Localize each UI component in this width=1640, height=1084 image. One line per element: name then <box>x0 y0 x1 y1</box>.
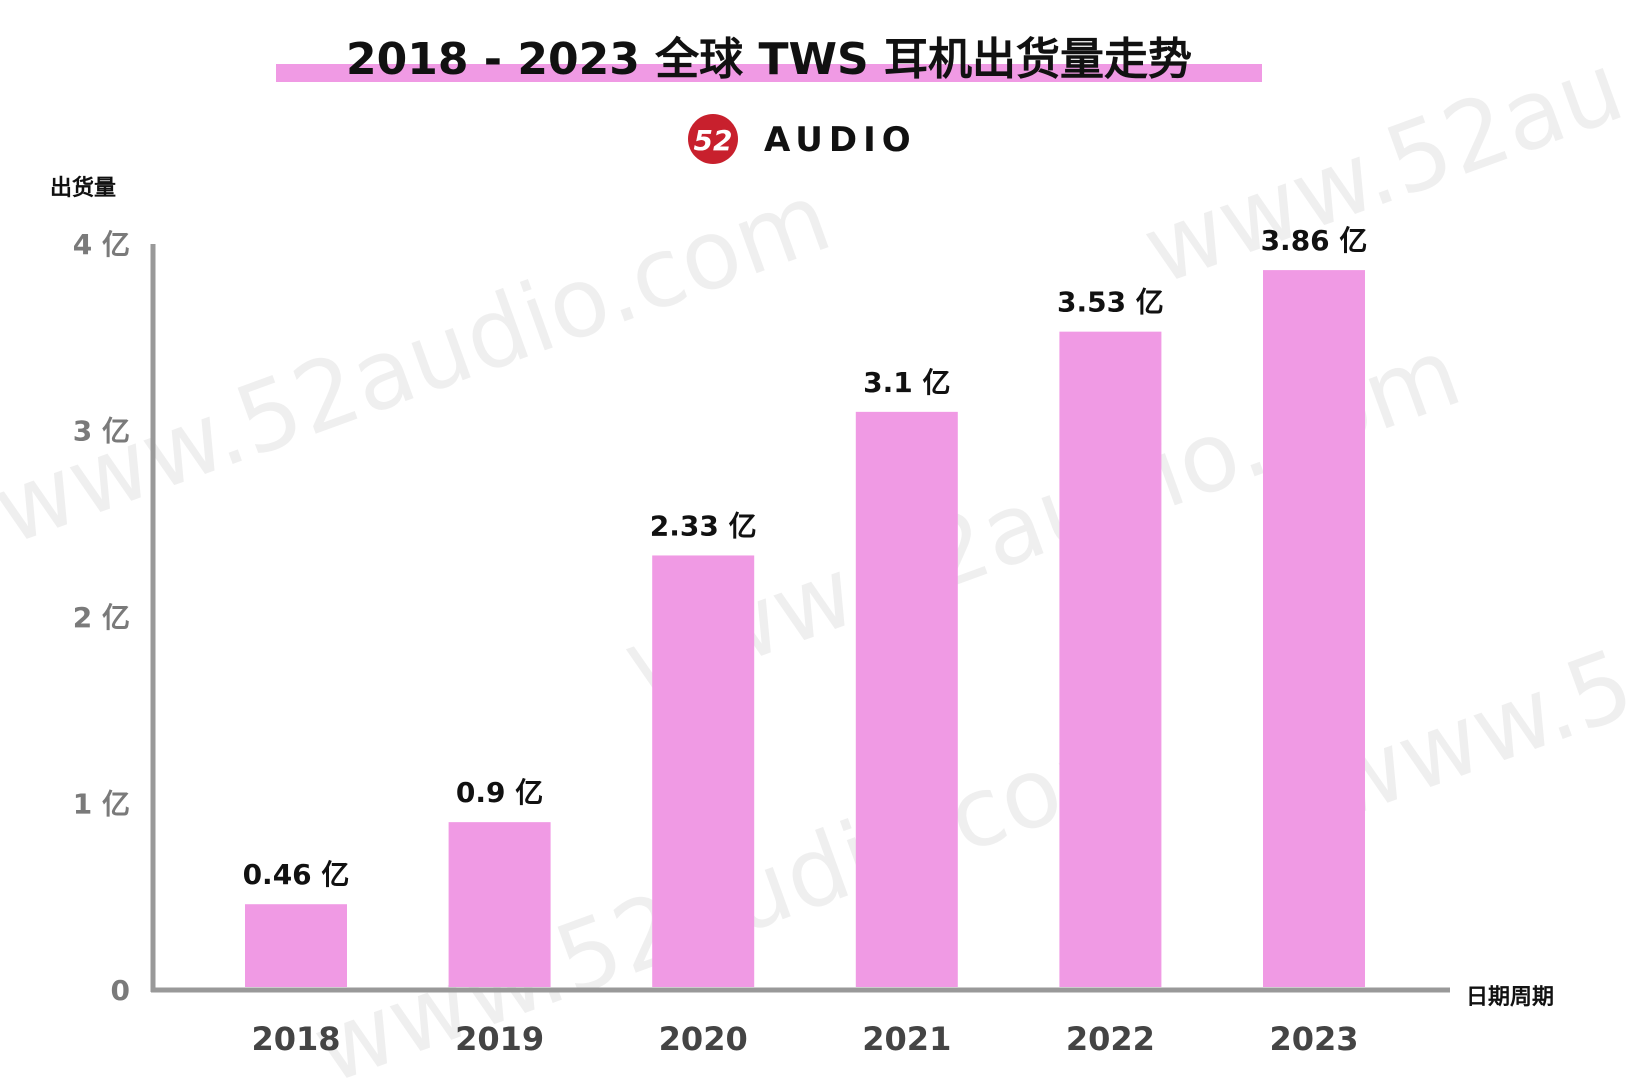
data-label: 0.46 亿 <box>243 858 350 891</box>
y-tick-label: 0 <box>111 974 130 1007</box>
bar-2021 <box>855 411 958 988</box>
logo-mark: 52 <box>694 124 733 157</box>
y-tick-label: 4 亿 <box>73 228 130 261</box>
bar-2023 <box>1263 270 1365 987</box>
brand-name: AUDIO <box>764 120 917 160</box>
title-highlight <box>276 64 1262 82</box>
x-tick-label: 2020 <box>659 1020 748 1058</box>
data-label: 3.86 亿 <box>1261 224 1368 257</box>
data-label: 3.53 亿 <box>1057 286 1164 319</box>
y-tick-label: 2 亿 <box>73 601 130 634</box>
logo-icon <box>688 114 738 164</box>
bar-2019 <box>448 822 551 987</box>
y-axis-title: 出货量 <box>50 175 116 201</box>
x-tick-label: 2022 <box>1066 1020 1155 1058</box>
chart-title: 2018 - 2023 全球 TWS 耳机出货量走势 <box>346 34 1192 85</box>
x-tick-label: 2021 <box>862 1020 951 1058</box>
bar-2020 <box>652 555 755 987</box>
bar-group <box>245 270 1365 988</box>
y-tick-label: 3 亿 <box>73 415 130 448</box>
bar-2018 <box>245 904 347 987</box>
y-tick-label: 1 亿 <box>73 788 130 821</box>
bar-2022 <box>1059 331 1162 987</box>
x-tick-label: 2023 <box>1269 1020 1358 1058</box>
x-tick-label: 2018 <box>251 1020 340 1058</box>
data-label: 2.33 亿 <box>650 509 757 542</box>
x-axis-title: 日期周期 <box>1466 985 1554 1010</box>
y-tick-group: 0 1 亿 2 亿 3 亿 4 亿 <box>73 228 130 1007</box>
x-tick-label: 2019 <box>455 1020 544 1058</box>
data-label-group: 0.46 亿 0.9 亿 2.33 亿 3.1 亿 3.53 亿 3.86 亿 <box>243 224 1368 891</box>
watermark-text: www.52audio.com <box>0 161 844 567</box>
data-label: 0.9 亿 <box>456 776 543 809</box>
brand-logo: 52 AUDIO <box>688 114 917 164</box>
x-tick-group: 2018 2019 2020 2021 2022 2023 <box>251 1020 1358 1058</box>
data-label: 3.1 亿 <box>863 366 950 399</box>
